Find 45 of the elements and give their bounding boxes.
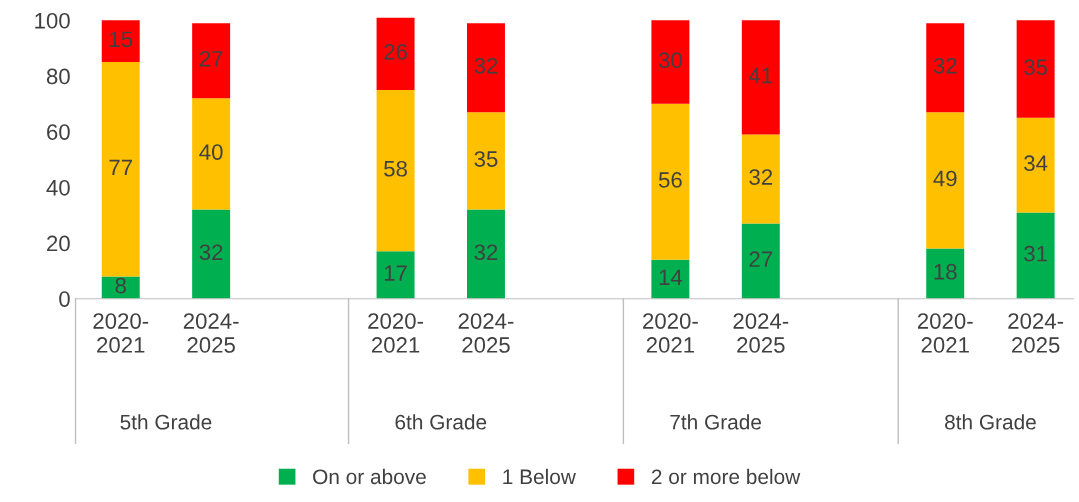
text: 5th Grade — [120, 414, 212, 430]
y-tick-label: 100 — [35, 12, 70, 29]
text: 7th Grade — [670, 414, 761, 430]
y-tick-label: 0 — [59, 291, 70, 307]
data-label: 32 — [474, 57, 498, 74]
data-label: 35 — [1024, 59, 1048, 76]
x-tick-label: 2020- 2021 — [917, 313, 973, 353]
x-tick-label: 2020- 2021 — [93, 313, 149, 353]
data-label: 77 — [109, 159, 132, 176]
data-label: 15 — [110, 31, 133, 48]
data-label: 32 — [933, 57, 957, 74]
y-tick-label: 80 — [46, 68, 70, 85]
data-label: 27 — [749, 251, 773, 267]
data-label: 32 — [474, 244, 498, 261]
data-label: 30 — [658, 52, 682, 69]
legend-label: 1 Below — [503, 468, 576, 485]
data-label: 17 — [384, 265, 407, 281]
data-label: 18 — [934, 263, 957, 280]
data-label: 27 — [199, 50, 223, 67]
data-label: 35 — [474, 151, 498, 167]
data-label: 14 — [659, 269, 683, 285]
data-label: 56 — [658, 172, 682, 188]
data-label: 41 — [748, 67, 773, 84]
y-tick-label: 20 — [47, 235, 70, 252]
data-label: 49 — [933, 170, 957, 187]
text: 6th Grade — [395, 414, 487, 430]
legend-label: On or above — [313, 468, 426, 485]
y-tick-label: 60 — [47, 124, 70, 140]
text: 8th Grade — [945, 414, 1036, 430]
x-tick-label: 2024- 2025 — [733, 313, 789, 353]
y-tick-label: 40 — [46, 179, 70, 196]
legend-label: 2 or more below — [651, 468, 801, 485]
x-tick-label: 2020- 2021 — [643, 313, 698, 353]
x-tick-label: 2024- 2025 — [183, 313, 239, 353]
data-label: 32 — [199, 244, 223, 261]
data-label: 34 — [1024, 155, 1048, 172]
data-label: 31 — [1024, 245, 1047, 262]
data-label: 26 — [384, 43, 407, 60]
x-tick-label: 2020- 2021 — [368, 313, 423, 353]
data-label: 32 — [749, 169, 773, 185]
x-tick-label: 2024- 2025 — [1008, 313, 1064, 353]
data-label: 8 — [115, 277, 126, 294]
x-tick-label: 2024- 2025 — [458, 313, 514, 353]
data-label: 58 — [384, 160, 407, 177]
data-label: 40 — [199, 144, 223, 160]
